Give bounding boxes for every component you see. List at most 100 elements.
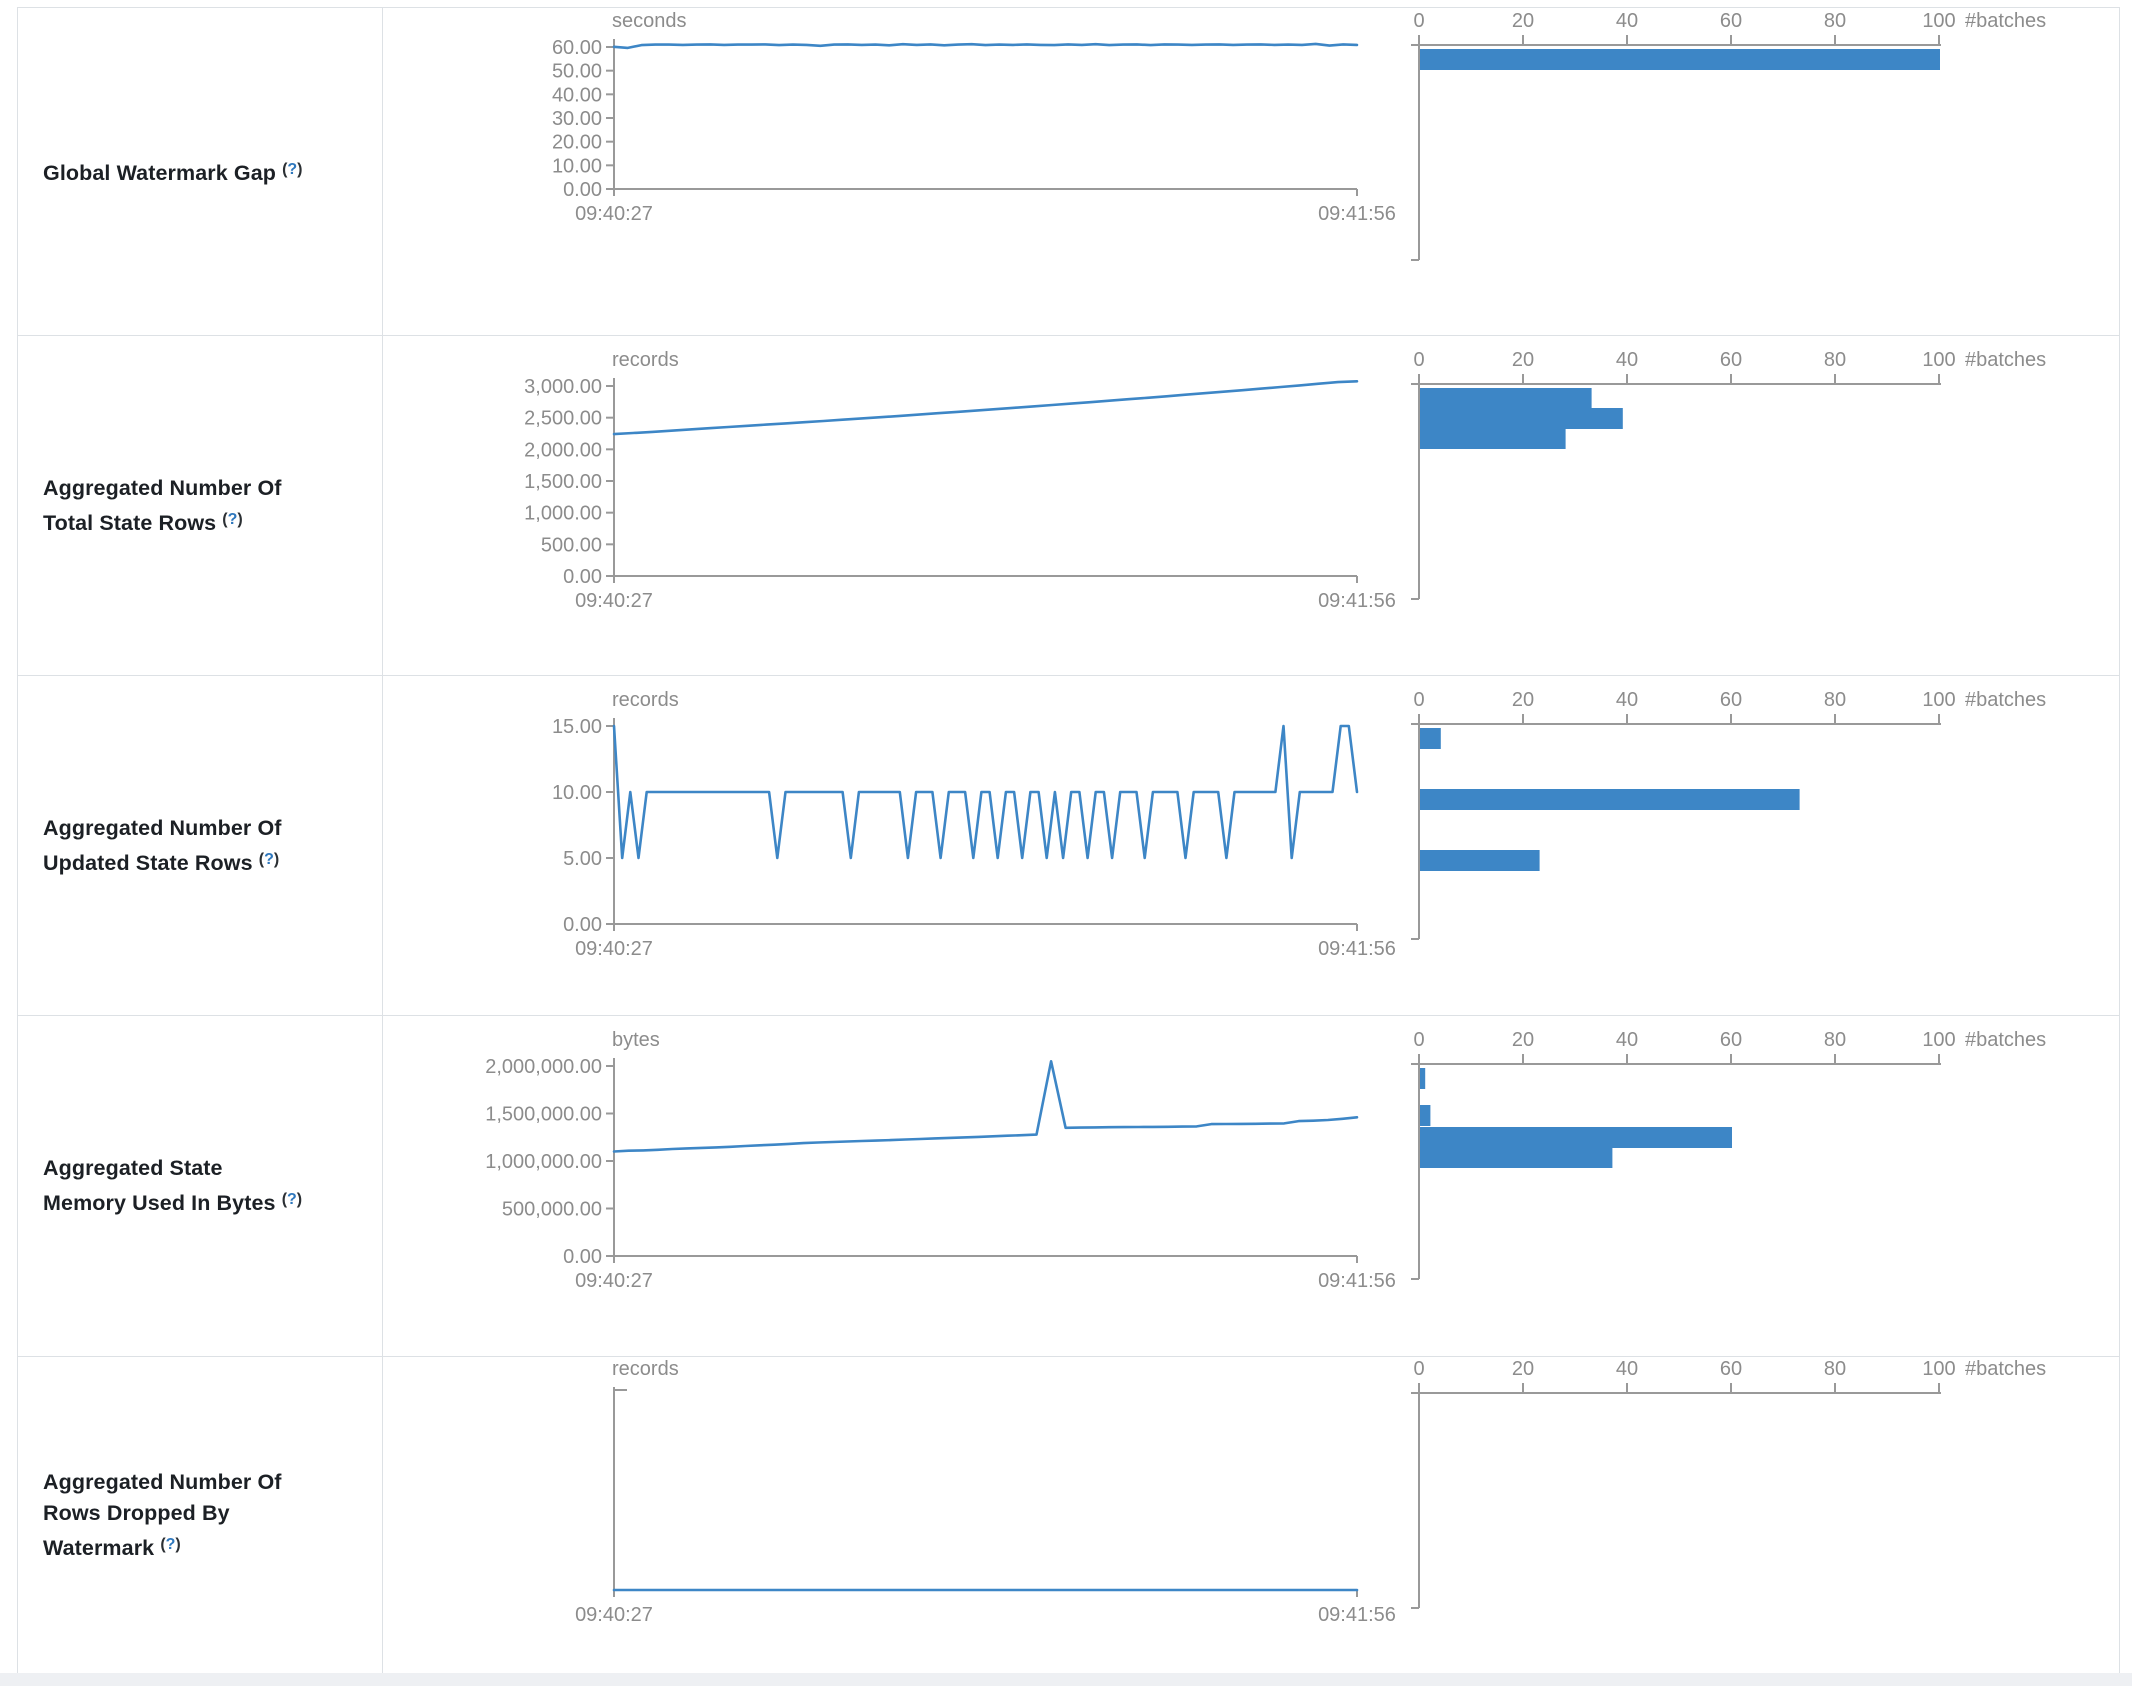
timeline-series-line [612,379,1359,436]
histogram-bar [1420,49,1940,70]
x-tick-label-end: 09:41:56 [1318,203,1396,225]
help-question-mark: ? [287,161,298,178]
hist-unit-label: #batches [1965,1029,2046,1051]
metric-charts-cell: bytes 2,000,000.00 1,500,000.00 1,000,000.0… [383,1016,2119,1356]
y-tick-label: 1,500,000.00 [485,1104,602,1126]
y-tick-label: 0.00 [563,914,602,936]
hist-x-tick-label: 60 [1720,10,1742,32]
hist-x-tick-label: 20 [1512,349,1534,371]
help-tooltip-link[interactable]: (?) [222,510,243,528]
hist-x-tick-label: 60 [1720,689,1742,711]
timeline-unit-label: records [612,689,679,711]
hist-x-tick-label: 40 [1616,349,1638,371]
hist-x-tick-label: 0 [1413,1358,1424,1380]
x-tick-label-start: 09:40:27 [575,203,653,225]
histogram-chart: 0 20 40 60 80 100 #batches [1411,10,2046,261]
metric-row: Aggregated Number Of Rows Dropped By Wat… [18,1357,2119,1673]
timeline-unit-label: seconds [612,10,687,32]
histogram-bar [1420,728,1441,749]
y-tick-label: 1,000.00 [524,503,602,525]
hist-x-tick-label: 100 [1922,689,1955,711]
hist-x-tick-label: 20 [1512,1029,1534,1051]
metric-label-cell: Aggregated Number Of Rows Dropped By Wat… [18,1357,383,1673]
histogram-bar [1420,1127,1732,1148]
help-question-mark: ? [227,510,238,528]
hist-x-tick-label: 40 [1616,689,1638,711]
timeline-series-line [612,42,1359,50]
x-tick-label-start: 09:40:27 [575,1604,653,1626]
hist-x-tick-label: 0 [1413,349,1424,371]
hist-x-tick-label: 0 [1413,1029,1424,1051]
hist-x-tick-label: 0 [1413,689,1424,711]
help-tooltip-link[interactable]: (?) [282,161,303,178]
histogram-bar [1420,1147,1613,1168]
metric-label-cell: Global Watermark Gap (?) [18,8,383,335]
timeline-unit-label: records [612,349,679,371]
hist-x-tick-label: 100 [1922,1029,1955,1051]
histogram-bar [1420,850,1540,871]
x-tick-label-end: 09:41:56 [1318,590,1396,612]
metric-charts-cell: seconds 60.00 50.00 40.00 30.00 20.00 10.00 0.0… [383,8,2119,335]
hist-x-tick-label: 60 [1720,349,1742,371]
metric-row: Aggregated Number Of Total State Rows (?… [18,336,2119,676]
hist-x-tick-label: 100 [1922,10,1955,32]
hist-x-tick-label: 0 [1413,10,1424,32]
metric-title: Aggregated Number Of Total State Rows (?… [43,475,282,535]
timeline-chart: bytes 2,000,000.00 1,500,000.00 1,000,000.0… [485,1029,1396,1292]
histogram-chart: 0 20 40 60 80 100 #batches [1411,689,2046,940]
hist-x-tick-label: 80 [1824,10,1846,32]
x-tick-label-end: 09:41:56 [1318,1270,1396,1292]
metric-row: Global Watermark Gap (?) seconds 60.00 50.0… [18,8,2119,336]
hist-x-tick-label: 80 [1824,1358,1846,1380]
histogram-bar [1420,1105,1431,1126]
y-tick-label: 30.00 [552,108,602,130]
timeline-series-line [612,724,1359,860]
hist-x-tick-label: 80 [1824,349,1846,371]
y-tick-label: 2,000,000.00 [485,1056,602,1078]
histogram-bar [1420,408,1623,429]
help-question-mark: ? [165,1535,176,1553]
histogram-chart: 0 20 40 60 80 100 #batches [1411,349,2046,600]
timeline-series-line [612,1059,1359,1153]
timeline-chart: records 09:40:27 09:41:56 [575,1358,1396,1626]
help-question-mark: ? [287,1191,297,1208]
histogram-bar [1420,388,1592,409]
help-tooltip-link[interactable]: (?) [281,1191,303,1208]
x-tick-label-start: 09:40:27 [575,1270,653,1292]
hist-x-tick-label: 20 [1512,1358,1534,1380]
y-tick-label: 10.00 [552,155,602,177]
metric-title: Aggregated State Memory Used In Bytes (?… [43,1156,303,1215]
timeline-chart: records 3,000.00 2,500.00 2,000.00 1,500.00 1… [524,349,1396,612]
y-tick-label: 3,000.00 [524,376,602,398]
x-tick-label-end: 09:41:56 [1318,1604,1396,1626]
metric-row: Aggregated State Memory Used In Bytes (?… [18,1016,2119,1357]
metric-label-cell: Aggregated Number Of Total State Rows (?… [18,336,383,675]
x-tick-label-end: 09:41:56 [1318,938,1396,960]
y-tick-label: 2,500.00 [524,408,602,430]
y-tick-label: 40.00 [552,84,602,106]
metric-title: Aggregated Number Of Updated State Rows … [43,815,282,875]
histogram-chart: 0 20 40 60 80 100 #batches [1411,1358,2046,1609]
y-tick-label: 0.00 [563,566,602,588]
hist-x-tick-label: 100 [1922,349,1955,371]
metric-charts-cell: records 3,000.00 2,500.00 2,000.00 1,500.00 1… [383,336,2119,675]
metric-charts-cell: records 09:40:27 09:41:56 0 20 40 60 80 100 #batc… [383,1357,2119,1673]
y-tick-label: 1,500.00 [524,471,602,493]
histogram-bar [1420,1068,1426,1089]
page-background-strip [0,1673,2132,1686]
hist-unit-label: #batches [1965,349,2046,371]
metric-label-cell: Aggregated Number Of Updated State Rows … [18,676,383,1015]
hist-x-tick-label: 100 [1922,1358,1955,1380]
timeline-unit-label: bytes [612,1029,660,1051]
timeline-chart: seconds 60.0050.0040.0030.0020.0010.000.0… [552,10,1396,225]
help-tooltip-link[interactable]: (?) [160,1535,181,1553]
help-tooltip-link[interactable]: (?) [258,850,280,868]
histogram-chart: 0 20 40 60 80 100 #batches [1411,1029,2046,1280]
hist-x-tick-label: 40 [1616,10,1638,32]
hist-x-tick-label: 60 [1720,1029,1742,1051]
y-tick-label: 20.00 [552,132,602,154]
help-question-mark: ? [264,850,274,868]
y-tick-label: 60.00 [552,37,602,59]
y-tick-label: 1,000,000.00 [485,1151,602,1173]
y-tick-label: 500.00 [541,534,602,556]
